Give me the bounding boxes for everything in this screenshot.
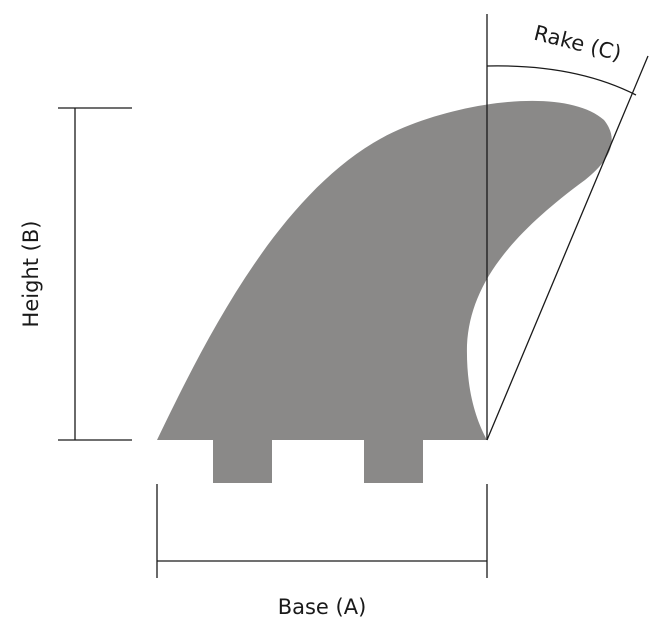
- rake-angle-arc: [486, 65, 637, 96]
- rake-angle-line: [486, 55, 649, 441]
- fin-tab-front: [213, 438, 272, 483]
- rake-label: Rake (C): [532, 21, 624, 66]
- fin-body: [157, 100, 612, 440]
- height-label: Height (B): [19, 221, 43, 328]
- fin-tab-rear: [364, 438, 423, 483]
- base-label: Base (A): [278, 595, 367, 619]
